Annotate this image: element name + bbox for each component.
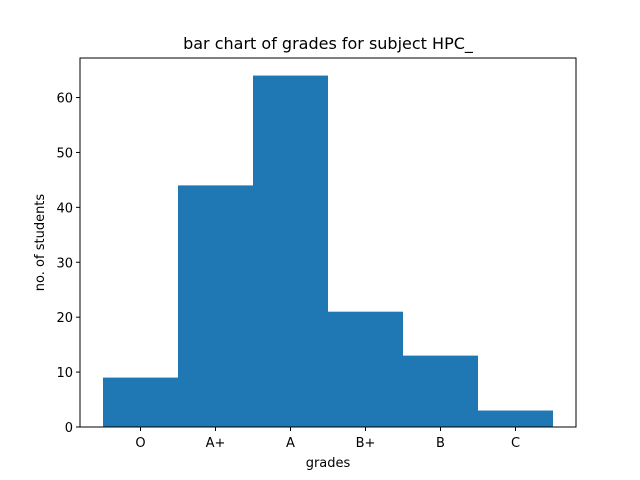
x-tick-label: B+	[356, 436, 376, 451]
bar-C	[478, 410, 553, 427]
x-tick-label: B	[436, 436, 445, 451]
x-tick-label: O	[135, 436, 145, 451]
bar-B	[403, 355, 478, 427]
y-axis-label: no. of students	[33, 194, 48, 292]
y-tick-label: 50	[56, 146, 73, 161]
plot-frame	[79, 57, 577, 428]
y-ticks-group: 0 10 20 30 40 50 60	[56, 92, 80, 436]
y-tick-label: 30	[56, 256, 73, 271]
x-tick-label: C	[511, 436, 520, 451]
x-axis-label: grades	[306, 456, 351, 471]
bar-A+	[178, 185, 253, 427]
bars-group	[103, 75, 553, 428]
x-tick-label: A	[286, 436, 295, 451]
bar-A	[253, 75, 328, 428]
y-tick-label: 20	[56, 311, 73, 326]
bar-B+	[328, 311, 403, 427]
y-tick-label: 60	[56, 92, 73, 107]
chart-title: bar chart of grades for subject HPC_	[183, 34, 474, 54]
bar-O	[103, 377, 178, 427]
y-tick-label: 0	[65, 421, 73, 436]
x-ticks-group: O A+ A B+ B C	[135, 427, 520, 451]
x-tick-label: A+	[206, 436, 226, 451]
y-tick-label: 10	[56, 366, 73, 381]
y-tick-label: 40	[56, 201, 73, 216]
